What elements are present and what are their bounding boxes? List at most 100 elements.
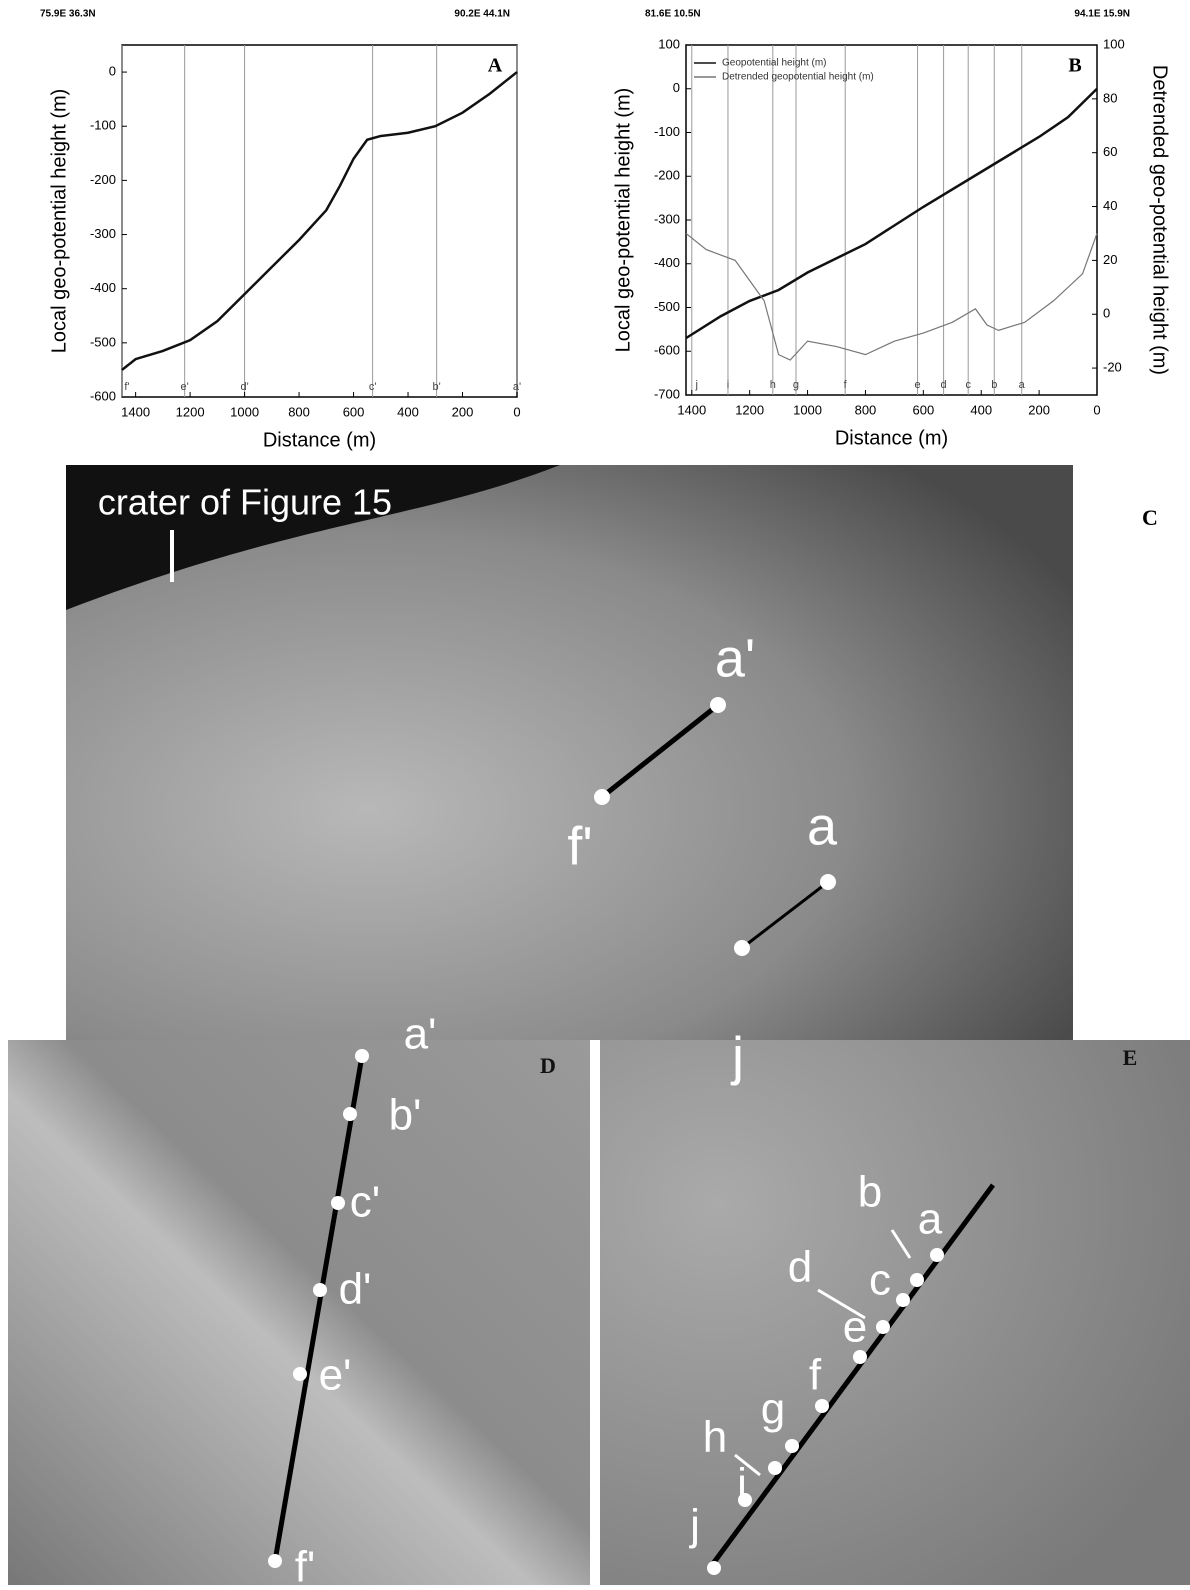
dot xyxy=(853,1350,867,1364)
marker-label: f' xyxy=(124,381,129,393)
y-tick-label: -500 xyxy=(654,299,680,314)
series-line xyxy=(122,72,517,370)
x-tick-label: 200 xyxy=(1028,402,1050,417)
image-label: a xyxy=(918,1195,943,1244)
y2-tick-label: 100 xyxy=(1103,36,1125,51)
y2-tick-label: 40 xyxy=(1103,198,1117,213)
marker-label: c' xyxy=(369,381,377,393)
dot xyxy=(734,940,750,956)
y-tick-label: -300 xyxy=(90,226,116,241)
dot xyxy=(820,874,836,890)
marker-label: d xyxy=(941,379,947,391)
x-tick-label: 1000 xyxy=(230,404,259,419)
x-tick-label: 1200 xyxy=(176,404,205,419)
x-tick-label: 600 xyxy=(912,402,934,417)
marker-label: h xyxy=(770,379,776,391)
y-tick-label: -200 xyxy=(90,172,116,187)
dot xyxy=(707,1561,721,1575)
image-label: j xyxy=(730,1026,744,1086)
y-axis-label: Local geo-potential height (m) xyxy=(48,89,70,354)
x-tick-label: 0 xyxy=(1093,402,1100,417)
y2-tick-label: -20 xyxy=(1103,360,1122,375)
x-tick-label: 1400 xyxy=(677,402,706,417)
x-tick-label: 600 xyxy=(343,404,365,419)
image-label: a' xyxy=(404,1010,437,1059)
y-tick-label: -200 xyxy=(654,168,680,183)
y2-tick-label: 20 xyxy=(1103,252,1117,267)
image-label: b' xyxy=(389,1091,422,1140)
y-tick-label: -100 xyxy=(90,118,116,133)
y-tick-label: -400 xyxy=(654,255,680,270)
image-label: j xyxy=(688,1501,700,1550)
x-tick-label: 1200 xyxy=(735,402,764,417)
image-label: h xyxy=(703,1413,727,1462)
image-label: c xyxy=(869,1256,891,1305)
y-tick-label: -100 xyxy=(654,124,680,139)
legend-label: Detrended geopotential height (m) xyxy=(722,72,874,83)
x-tick-label: 800 xyxy=(288,404,310,419)
image-panels xyxy=(8,465,1190,1585)
dot xyxy=(594,789,610,805)
marker-label: b xyxy=(991,379,997,391)
marker-label: j xyxy=(695,379,698,391)
dot xyxy=(293,1367,307,1381)
dot xyxy=(768,1461,782,1475)
y-tick-label: -700 xyxy=(654,386,680,401)
dot xyxy=(355,1049,369,1063)
dot xyxy=(343,1107,357,1121)
x-tick-label: 1000 xyxy=(793,402,822,417)
image-label: c' xyxy=(350,1178,380,1227)
marker-label: d' xyxy=(240,381,248,393)
panel-letter: D xyxy=(540,1053,556,1078)
panel-letter: A xyxy=(488,55,503,77)
divider xyxy=(590,1040,600,1585)
corner-label: 81.6E 10.5N xyxy=(645,9,701,20)
y2-tick-label: 60 xyxy=(1103,144,1117,159)
y2-tick-label: 80 xyxy=(1103,90,1117,105)
dot xyxy=(738,1493,752,1507)
x-tick-label: 400 xyxy=(970,402,992,417)
y2-tick-label: 0 xyxy=(1103,306,1110,321)
dot xyxy=(876,1320,890,1334)
series-line xyxy=(686,233,1097,360)
dot xyxy=(815,1399,829,1413)
x-axis-label: Distance (m) xyxy=(263,429,376,451)
y-axis-label: Local geo-potential height (m) xyxy=(612,88,634,353)
x-tick-label: 400 xyxy=(397,404,419,419)
y-tick-label: 0 xyxy=(673,80,680,95)
dot xyxy=(896,1293,910,1307)
y2-axis-label: Detrended geo-potential height (m) xyxy=(1149,65,1171,375)
panel-letter: E xyxy=(1123,1045,1138,1070)
y-tick-label: -600 xyxy=(654,343,680,358)
dot xyxy=(910,1273,924,1287)
series-line xyxy=(686,89,1097,338)
image-label: f' xyxy=(295,1543,316,1585)
dot xyxy=(313,1283,327,1297)
dot xyxy=(930,1248,944,1262)
y-tick-label: 100 xyxy=(658,36,680,51)
image-label: f' xyxy=(567,816,592,876)
image-label: e xyxy=(843,1303,867,1352)
image-label: f xyxy=(809,1351,822,1400)
y-tick-label: 0 xyxy=(109,64,116,79)
legend-label: Geopotential height (m) xyxy=(722,58,827,69)
image-label: a xyxy=(807,796,838,856)
corner-label: 75.9E 36.3N xyxy=(40,9,96,20)
panel-letter: C xyxy=(1142,505,1158,530)
panel-letter: B xyxy=(1068,55,1081,77)
image-label: crater of Figure 15 xyxy=(98,482,392,523)
dot xyxy=(710,697,726,713)
x-tick-label: 200 xyxy=(452,404,474,419)
image-label: b xyxy=(858,1168,882,1217)
image-label: g xyxy=(761,1385,785,1434)
corner-label: 90.2E 44.1N xyxy=(454,9,510,20)
x-axis-label: Distance (m) xyxy=(835,427,948,449)
x-tick-label: 1400 xyxy=(121,404,150,419)
y-tick-label: -400 xyxy=(90,280,116,295)
image-label: e' xyxy=(319,1351,352,1400)
marker-label: c xyxy=(965,379,971,391)
x-tick-label: 0 xyxy=(513,404,520,419)
dot xyxy=(268,1554,282,1568)
image-d xyxy=(8,1040,590,1585)
marker-label: g xyxy=(793,379,799,391)
